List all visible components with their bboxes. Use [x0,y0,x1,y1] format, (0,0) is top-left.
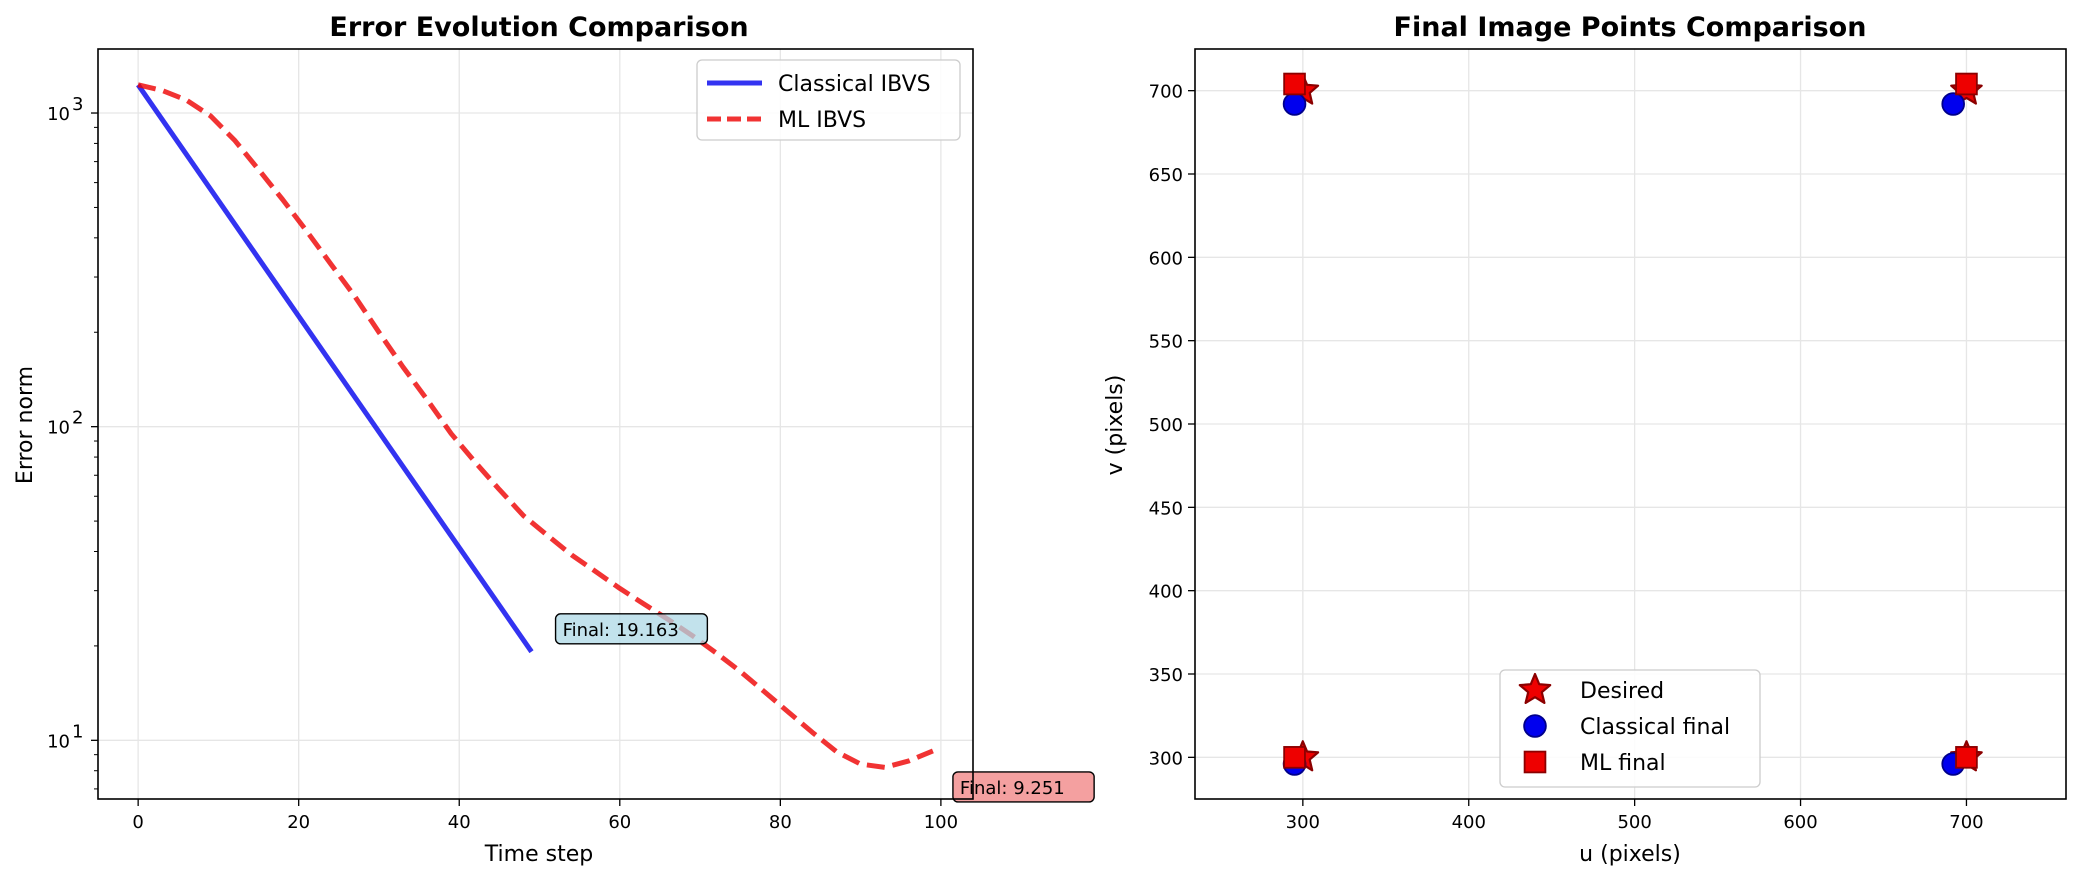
annotation-text: Final: 19.163 [563,620,679,641]
right-plot-area [1282,72,1983,776]
legend-label: ML IBVS [778,108,866,133]
ml-final-square-marker [1283,72,1306,96]
classical-final-circle-marker [1523,714,1547,738]
right-x-tick-label: 400 [1452,812,1486,833]
left-y-tick-base: 10 [47,418,70,439]
right-y-tick-label: 650 [1149,165,1183,186]
legend-box [696,59,961,141]
right-y-tick-label: 300 [1149,748,1183,769]
annotation-text: Final: 9.251 [960,778,1065,799]
annotation-box [952,771,1095,803]
left-y-tick-exponent: 3 [72,94,83,115]
right-x-tick-label: 500 [1617,812,1651,833]
left-x-tick-label: 0 [132,812,143,833]
left-y-tick-base: 10 [47,104,70,125]
left-chart-title: Error Evolution Comparison [329,12,748,43]
left-y-tick-exponent: 1 [72,721,83,742]
right-x-axis-label: u (pixels) [1579,842,1681,867]
right-y-tick-label: 500 [1149,415,1183,436]
left-y-tick-label: 10 2 [47,408,83,439]
legend-label: ML final [1580,751,1666,776]
legend-label: Classical IBVS [778,72,931,97]
left-x-tick-label: 60 [608,812,631,833]
right-x-tick-label: 600 [1783,812,1817,833]
right-x-tick-label: 300 [1286,812,1320,833]
ml-final-square-marker [1283,746,1306,769]
right-y-tick-label: 450 [1149,498,1183,519]
right-y-tick-label: 350 [1149,665,1183,686]
final-value-annotation: Final: 19.163 [554,613,709,645]
left-y-tick-base: 10 [47,731,70,752]
left-y-tick-label: 10 1 [47,721,83,752]
left-plot-area: Final: 19.163 Final: 9.251 [136,82,1095,803]
series-line-ml-ibvs [137,82,934,770]
left-grid [98,49,973,799]
ml-final-square-marker [1523,750,1547,774]
legend-label: Classical final [1580,715,1730,740]
ml-final-square-marker [1955,72,1978,96]
right-x-tick-label: 700 [1949,812,1983,833]
right-y-axis-label: v (pixels) [1103,375,1128,476]
classical-final-circle-marker [1941,92,1965,116]
error-evolution-chart: Error Evolution Comparison Time step Err… [13,12,1095,867]
ml-final-square-marker [1955,746,1978,769]
right-y-tick-label: 600 [1149,248,1183,269]
left-x-tick-label: 20 [287,812,310,833]
image-points-chart: Final Image Points Comparison u (pixels)… [1103,12,2067,867]
annotation-box [554,613,709,645]
right-grid [1195,49,2066,799]
left-x-axis-label: Time step [484,842,593,867]
left-y-tick-exponent: 2 [72,408,83,429]
final-value-annotation: Final: 9.251 [952,771,1095,803]
left-y-tick-label: 10 3 [47,94,83,125]
series-line-classical-ibvs [136,83,534,654]
legend-box [1499,669,1761,788]
right-axes-frame [1194,48,2067,800]
desired-point-star-marker [1518,672,1552,705]
left-x-tick-label: 100 [924,812,958,833]
left-axes-frame [97,48,974,800]
legend-label: Desired [1580,679,1664,704]
left-x-tick-label: 40 [448,812,471,833]
right-chart-title: Final Image Points Comparison [1394,12,1867,43]
left-x-tick-label: 80 [769,812,792,833]
left-legend: Classical IBVS ML IBVS [696,59,961,141]
right-ticks: 300 400 500 600 700 300 350 400 450 500 550 600 650 7… [1149,82,1984,833]
classical-final-circle-marker [1282,92,1307,116]
right-y-tick-label: 700 [1149,82,1183,103]
right-y-tick-label: 550 [1149,332,1183,353]
right-legend: Desired Classical final ML final [1499,669,1761,788]
right-y-tick-label: 400 [1149,582,1183,603]
left-y-axis-label: Error norm [13,366,38,484]
